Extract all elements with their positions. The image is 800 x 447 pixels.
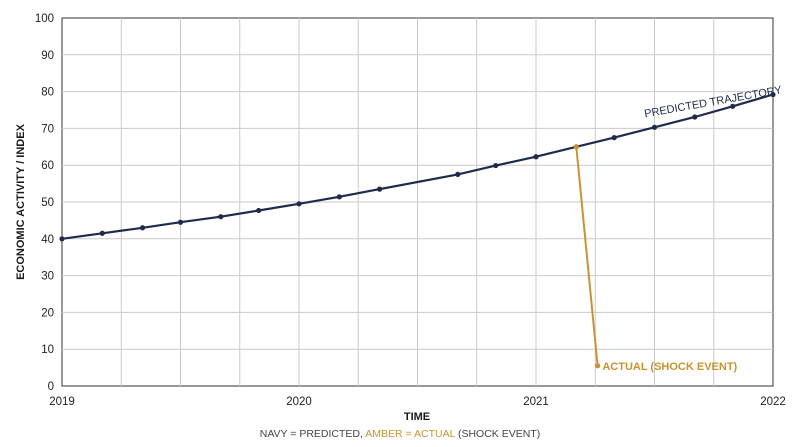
y-tick-label: 10 — [41, 344, 54, 356]
predicted-point — [770, 91, 776, 98]
predicted-point — [59, 236, 65, 242]
predicted-point — [692, 114, 698, 120]
x-tick-label: 2020 — [286, 396, 312, 408]
caption-predicted: NAVY = PREDICTED, — [259, 428, 366, 440]
x-tick-label: 2022 — [760, 396, 786, 408]
actual-point — [573, 144, 579, 150]
y-tick-label: 100 — [35, 13, 54, 25]
y-tick-label: 0 — [48, 381, 54, 393]
shock-event-label: ACTUAL (SHOCK EVENT) — [602, 361, 737, 373]
caption-suffix: (SHOCK EVENT) — [455, 428, 541, 440]
grid — [62, 18, 773, 386]
x-tick-label: 2019 — [49, 396, 75, 408]
legend-caption: NAVY = PREDICTED, AMBER = ACTUAL (SHOCK … — [0, 428, 800, 440]
predicted-point — [455, 171, 461, 177]
y-tick-label: 50 — [41, 197, 54, 209]
actual-line — [575, 146, 599, 366]
predicted-point — [218, 214, 224, 220]
predicted-point — [99, 230, 105, 236]
y-tick-label: 30 — [41, 271, 54, 283]
predicted-point — [256, 207, 262, 214]
actual-point — [595, 363, 601, 369]
y-tick-label: 90 — [41, 50, 54, 62]
y-axis-title: ECONOMIC ACTIVITY / INDEX — [15, 123, 27, 280]
predicted-point — [139, 225, 146, 231]
predicted-point — [533, 154, 539, 160]
predicted-point — [177, 219, 184, 225]
y-tick-label: 80 — [41, 87, 54, 99]
predicted-point — [336, 194, 342, 200]
x-tick-label: 2021 — [523, 396, 549, 408]
predicted-point — [651, 124, 658, 130]
x-axis-title: TIME — [404, 411, 430, 423]
y-tick-label: 40 — [41, 234, 54, 246]
predicted-point — [493, 162, 499, 169]
predicted-point — [611, 135, 617, 141]
series-group — [59, 91, 776, 369]
predicted-point — [730, 103, 736, 109]
tick-labels: 0 10 20 30 40 50 60 70 80 90 100 2019 2020 2021 2022 — [35, 13, 786, 408]
predicted-point — [376, 186, 383, 192]
y-tick-label: 20 — [41, 307, 54, 319]
caption-actual: AMBER = ACTUAL — [365, 428, 456, 440]
predicted-line — [61, 93, 774, 240]
predicted-point — [296, 201, 302, 207]
y-tick-label: 60 — [41, 160, 54, 172]
y-tick-label: 70 — [41, 123, 54, 135]
